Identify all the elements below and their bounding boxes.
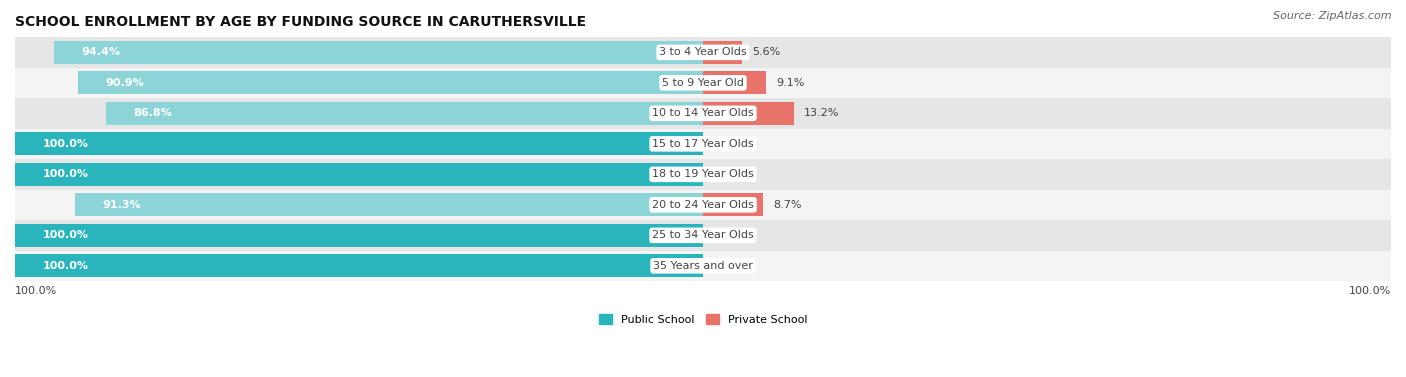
Bar: [15, 159, 1391, 190]
Bar: [105, 102, 703, 125]
Bar: [15, 67, 1391, 98]
Bar: [15, 190, 1391, 220]
Bar: [15, 254, 703, 277]
Text: 100.0%: 100.0%: [15, 286, 58, 296]
Text: 18 to 19 Year Olds: 18 to 19 Year Olds: [652, 169, 754, 179]
Text: 86.8%: 86.8%: [134, 108, 172, 118]
Bar: [15, 129, 1391, 159]
Bar: [75, 193, 703, 216]
Text: 8.7%: 8.7%: [773, 200, 801, 210]
Bar: [703, 193, 763, 216]
Bar: [703, 102, 794, 125]
Text: 91.3%: 91.3%: [103, 200, 141, 210]
Bar: [15, 37, 1391, 67]
Text: 5.6%: 5.6%: [752, 48, 780, 57]
Text: 0.0%: 0.0%: [713, 230, 741, 240]
Text: 9.1%: 9.1%: [776, 78, 804, 88]
Text: 13.2%: 13.2%: [804, 108, 839, 118]
Bar: [53, 41, 703, 64]
Text: Source: ZipAtlas.com: Source: ZipAtlas.com: [1274, 11, 1392, 21]
Legend: Public School, Private School: Public School, Private School: [595, 310, 811, 329]
Bar: [15, 224, 703, 247]
Text: 15 to 17 Year Olds: 15 to 17 Year Olds: [652, 139, 754, 149]
Bar: [15, 132, 703, 155]
Bar: [15, 163, 703, 186]
Bar: [77, 71, 703, 94]
Bar: [15, 220, 1391, 251]
Text: 100.0%: 100.0%: [42, 169, 89, 179]
Text: 90.9%: 90.9%: [105, 78, 143, 88]
Text: 20 to 24 Year Olds: 20 to 24 Year Olds: [652, 200, 754, 210]
Text: 0.0%: 0.0%: [713, 169, 741, 179]
Text: 0.0%: 0.0%: [713, 261, 741, 271]
Bar: [15, 251, 1391, 281]
Text: 3 to 4 Year Olds: 3 to 4 Year Olds: [659, 48, 747, 57]
Text: 100.0%: 100.0%: [42, 261, 89, 271]
Text: 100.0%: 100.0%: [42, 139, 89, 149]
Text: 10 to 14 Year Olds: 10 to 14 Year Olds: [652, 108, 754, 118]
Text: 35 Years and over: 35 Years and over: [652, 261, 754, 271]
Text: SCHOOL ENROLLMENT BY AGE BY FUNDING SOURCE IN CARUTHERSVILLE: SCHOOL ENROLLMENT BY AGE BY FUNDING SOUR…: [15, 15, 586, 29]
Text: 100.0%: 100.0%: [1348, 286, 1391, 296]
Text: 94.4%: 94.4%: [82, 48, 120, 57]
Text: 25 to 34 Year Olds: 25 to 34 Year Olds: [652, 230, 754, 240]
Text: 5 to 9 Year Old: 5 to 9 Year Old: [662, 78, 744, 88]
Bar: [703, 71, 766, 94]
Text: 100.0%: 100.0%: [42, 230, 89, 240]
Text: 0.0%: 0.0%: [713, 139, 741, 149]
Bar: [703, 41, 741, 64]
Bar: [15, 98, 1391, 129]
